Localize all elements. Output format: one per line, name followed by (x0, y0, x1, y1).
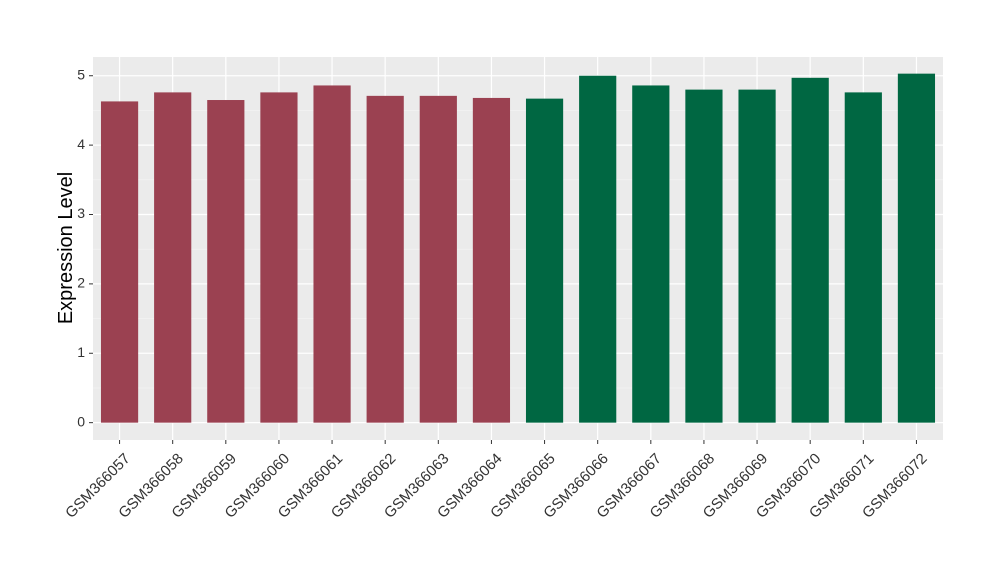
bar (579, 75, 617, 423)
bar (207, 100, 245, 423)
y-axis-label: Expression Level (55, 172, 77, 324)
bar (525, 98, 564, 423)
bar (897, 73, 936, 423)
bar (738, 89, 776, 423)
y-tick-label: 5 (77, 66, 85, 82)
bar (260, 92, 298, 423)
y-tick-label: 3 (77, 205, 85, 221)
y-tick-label: 1 (77, 344, 85, 360)
bar (419, 95, 457, 423)
bar (472, 97, 511, 423)
bar (313, 85, 351, 423)
y-tick-label: 4 (77, 136, 85, 152)
bar (366, 95, 404, 423)
bar (632, 85, 670, 423)
bar (685, 89, 723, 423)
bar (791, 77, 829, 423)
bar (154, 92, 192, 423)
y-tick-label: 0 (77, 413, 85, 429)
bar (100, 101, 139, 423)
bar (844, 92, 882, 423)
y-tick-label: 2 (77, 275, 85, 291)
